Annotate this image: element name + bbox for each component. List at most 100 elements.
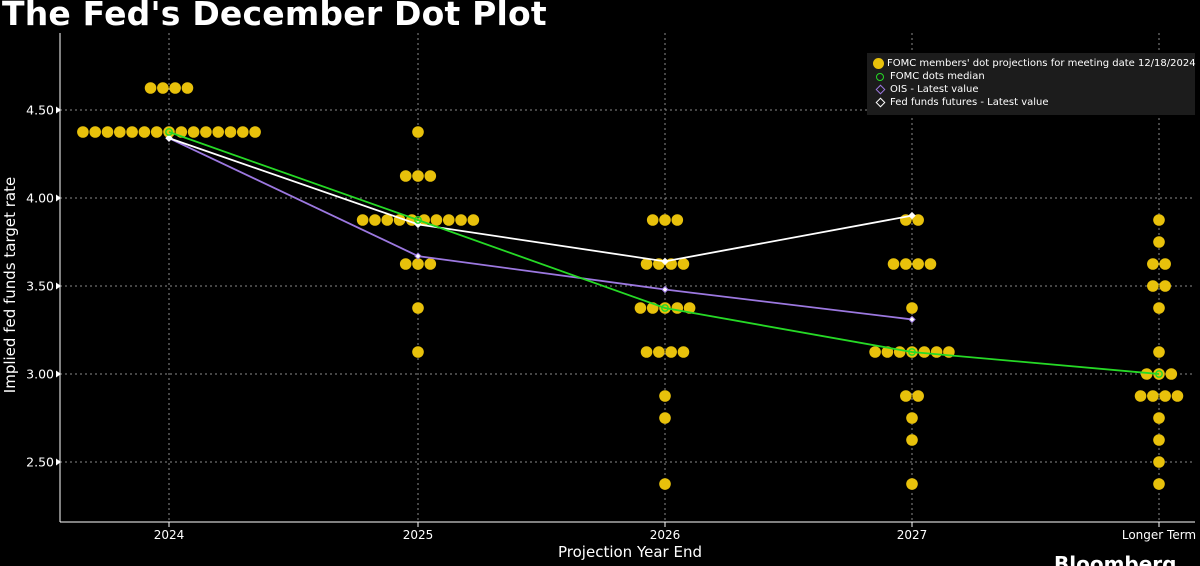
projection-dot [424, 170, 437, 182]
projection-dot [157, 82, 169, 94]
projection-dot [1153, 412, 1165, 424]
y-tick-label-4.50: 4.50 [26, 103, 54, 118]
projection-dot [1147, 280, 1159, 292]
y-tick-mark-4.50 [56, 106, 61, 114]
y-tick-label-4.00: 4.00 [26, 191, 54, 206]
y-tick-mark-3.50 [56, 282, 61, 290]
projection-dot [138, 126, 151, 138]
median-marker [165, 128, 173, 136]
projection-dot [1171, 390, 1184, 402]
futures-marker [908, 211, 916, 220]
projection-dot [671, 214, 684, 226]
median-marker [661, 304, 669, 312]
projection-dot [412, 170, 424, 182]
projection-dot [412, 258, 424, 270]
legend-item-dots: FOMC members' dot projections for meetin… [873, 57, 1196, 70]
y-tick-label-2.50: 2.50 [26, 455, 54, 470]
ois-marker [908, 315, 916, 324]
y-tick-mark-3.00 [56, 370, 61, 378]
axis-labels: 2.50 3.00 3.50 4.00 4.50 2024 2025 2026 2027 Long… [1, 103, 1196, 562]
projection-dot [912, 390, 924, 402]
projection-dot [887, 258, 900, 270]
projection-dot [126, 126, 138, 138]
projection-dot [869, 346, 881, 358]
projection-dot [1153, 456, 1165, 468]
futures-line [168, 137, 913, 263]
green-circle-icon [873, 72, 887, 81]
projection-dot [237, 126, 249, 138]
median-line [168, 131, 1160, 375]
projection-dot [1159, 390, 1171, 402]
projection-dot [912, 258, 924, 270]
projection-dot [665, 346, 677, 358]
projection-dot [224, 126, 237, 138]
projection-dot [1153, 346, 1165, 358]
series-lines [165, 128, 1163, 378]
projection-dot [906, 302, 918, 314]
median-marker [414, 216, 422, 224]
projection-dot [212, 126, 224, 138]
ois-line [168, 137, 913, 321]
projection-dot [930, 346, 943, 358]
projection-dot [659, 478, 671, 490]
projection-dot [356, 214, 369, 226]
projection-dot [200, 126, 212, 138]
projection-dot [181, 82, 194, 94]
projection-dot [659, 412, 671, 424]
x-tick-label-2026: 2026 [650, 528, 681, 542]
projection-dot [900, 390, 912, 402]
dot-projections [77, 82, 1184, 490]
x-tick-label-2024: 2024 [154, 528, 185, 542]
projection-dot [412, 302, 424, 314]
yellow-dot-icon [873, 58, 884, 69]
projection-dot [893, 346, 906, 358]
projection-dot [369, 214, 381, 226]
projection-dot [442, 214, 455, 226]
projection-dot [653, 346, 665, 358]
white-diamond-icon [873, 97, 887, 108]
axes [56, 33, 1195, 527]
ois-marker [414, 252, 422, 260]
x-tick-label-2027: 2027 [897, 528, 928, 542]
projection-dot [1165, 368, 1178, 380]
projection-dot [634, 302, 647, 314]
projection-dot [646, 214, 659, 226]
projection-dot [412, 126, 424, 138]
x-axis-title: Projection Year End [558, 543, 702, 561]
projection-dot [659, 390, 671, 402]
projection-dot [1147, 258, 1159, 270]
projection-dot [430, 214, 443, 226]
projection-dot [77, 126, 89, 138]
ois-marker [661, 285, 669, 294]
projection-dot [169, 82, 181, 94]
legend-label-median: FOMC dots median [890, 71, 985, 82]
projection-dot [677, 346, 690, 358]
y-tick-label-3.00: 3.00 [26, 367, 54, 382]
projection-dot [399, 170, 412, 182]
projection-dot [424, 258, 437, 270]
projection-dot [924, 258, 937, 270]
projection-dot [1153, 236, 1165, 248]
projection-dot [1140, 368, 1153, 380]
projection-dot [1134, 390, 1147, 402]
projection-dot [881, 346, 894, 358]
median-marker [1155, 370, 1163, 378]
projection-dot [906, 434, 918, 446]
projection-dot [1147, 390, 1159, 402]
projection-dot [187, 126, 200, 138]
legend-label-ois: OIS - Latest value [890, 84, 979, 95]
legend-label-futures: Fed funds futures - Latest value [890, 97, 1049, 108]
projection-dot [399, 258, 412, 270]
futures-marker [165, 134, 173, 142]
projection-dot [900, 258, 912, 270]
projection-dot [412, 346, 424, 358]
projection-dot [101, 126, 114, 138]
projection-dot [1153, 434, 1165, 446]
y-axis-title: Implied fed funds target rate [1, 177, 19, 393]
chart-title: The Fed's December Dot Plot [2, 0, 547, 33]
projection-dot [906, 478, 918, 490]
legend: FOMC members' dot projections for meetin… [867, 53, 1196, 115]
projection-dot [1153, 302, 1165, 314]
projection-dot [89, 126, 101, 138]
